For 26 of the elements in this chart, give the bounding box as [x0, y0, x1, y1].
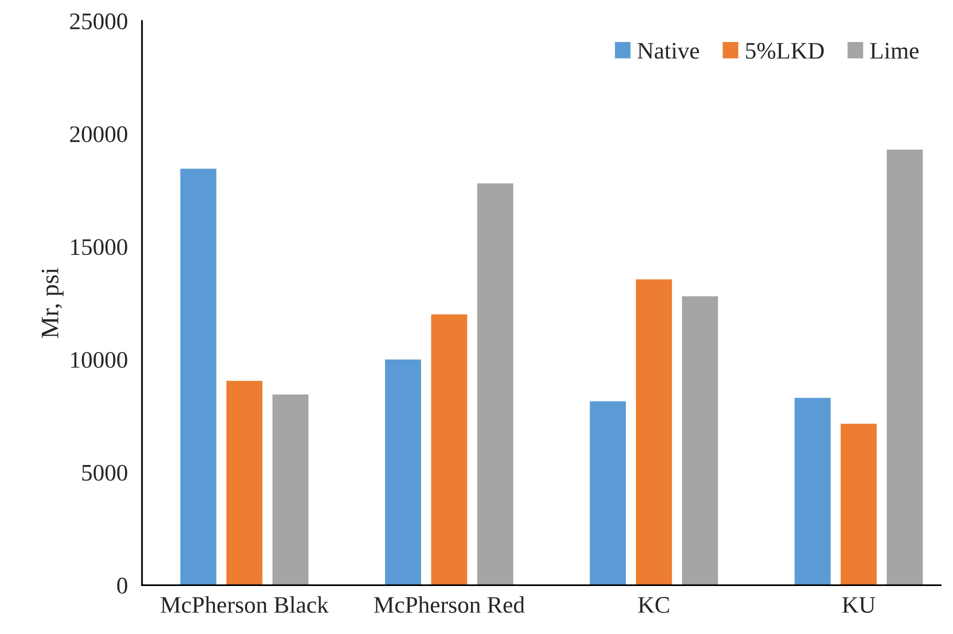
bar	[886, 150, 923, 586]
legend-label: Native	[638, 42, 699, 59]
bar	[226, 380, 262, 586]
x-tick-label: McPherson Red	[374, 596, 525, 613]
y-tick-label: 0	[117, 578, 128, 594]
bar	[180, 168, 216, 586]
bar	[272, 394, 308, 586]
y-tick-label: 10000	[71, 352, 128, 368]
y-tick-label: 5000	[82, 464, 128, 481]
legend-label: Lime	[870, 42, 919, 59]
bar	[840, 424, 877, 586]
y-tick-label: 20000	[70, 126, 128, 142]
bar	[590, 401, 626, 586]
x-tick-label: KC	[638, 597, 670, 613]
x-tick-label: McPherson Black	[160, 596, 329, 613]
bar	[477, 183, 514, 586]
bar	[794, 398, 831, 586]
y-axis-title: Mr, psi	[42, 268, 64, 338]
bar	[431, 314, 468, 586]
bar	[385, 359, 422, 586]
bar	[682, 296, 718, 586]
y-tick-label: 15000	[71, 239, 128, 256]
legend-label: 5%LKD	[746, 42, 824, 59]
x-tick-label: KU	[842, 597, 876, 613]
bar	[636, 279, 672, 586]
y-tick-label: 25000	[70, 13, 128, 30]
